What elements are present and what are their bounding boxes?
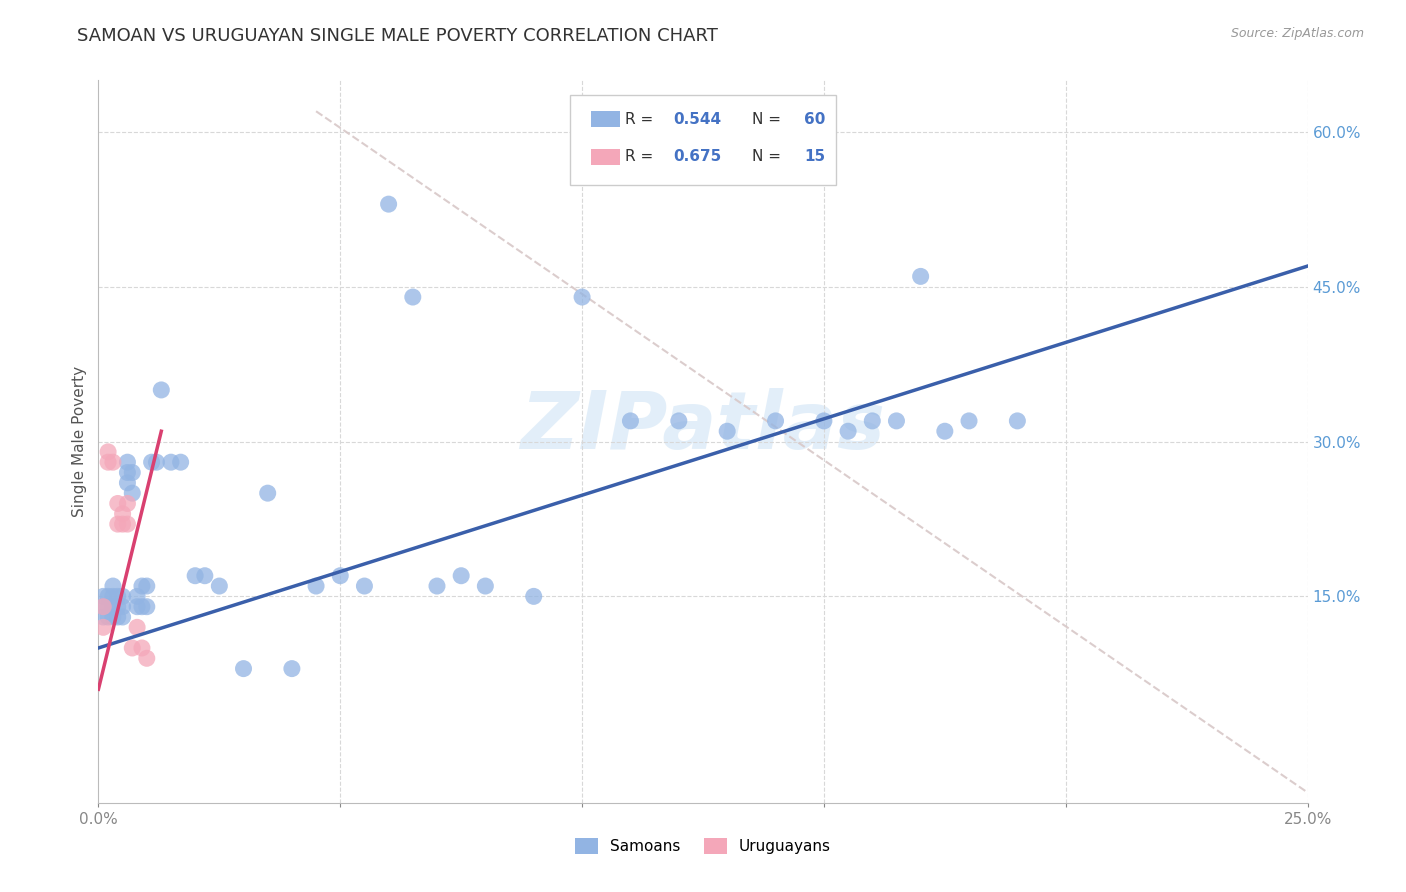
- Point: [619, 414, 641, 428]
- Text: 60: 60: [804, 112, 825, 127]
- Point: [353, 579, 375, 593]
- Point: [101, 590, 124, 604]
- Point: [127, 620, 149, 634]
- Point: [208, 579, 231, 593]
- Point: [111, 507, 134, 521]
- Y-axis label: Single Male Poverty: Single Male Poverty: [72, 366, 87, 517]
- Point: [111, 590, 134, 604]
- Point: [160, 455, 183, 469]
- Point: [107, 610, 129, 624]
- Point: [837, 424, 859, 438]
- Point: [194, 568, 217, 582]
- Text: N =: N =: [752, 112, 786, 127]
- Point: [523, 590, 546, 604]
- Point: [107, 590, 129, 604]
- Point: [121, 640, 143, 655]
- Point: [111, 517, 134, 532]
- Point: [91, 610, 114, 624]
- Text: ZIPatlas: ZIPatlas: [520, 388, 886, 467]
- Point: [716, 424, 738, 438]
- Point: [765, 414, 787, 428]
- Point: [97, 590, 120, 604]
- Point: [934, 424, 956, 438]
- Point: [150, 383, 173, 397]
- Point: [329, 568, 352, 582]
- Point: [101, 579, 124, 593]
- Point: [886, 414, 908, 428]
- Point: [571, 290, 593, 304]
- Text: 0.675: 0.675: [673, 149, 721, 164]
- Point: [305, 579, 328, 593]
- Point: [101, 455, 124, 469]
- Point: [91, 590, 114, 604]
- Point: [135, 579, 157, 593]
- Point: [668, 414, 690, 428]
- Point: [450, 568, 472, 582]
- Text: R =: R =: [626, 149, 658, 164]
- Point: [135, 599, 157, 614]
- Point: [107, 496, 129, 510]
- Bar: [591, 149, 620, 165]
- Point: [121, 486, 143, 500]
- Point: [117, 517, 139, 532]
- Point: [97, 445, 120, 459]
- Point: [813, 414, 835, 428]
- Point: [860, 414, 883, 428]
- Point: [117, 475, 139, 490]
- Legend: Samoans, Uruguayans: Samoans, Uruguayans: [569, 832, 837, 860]
- Point: [910, 269, 932, 284]
- Point: [141, 455, 163, 469]
- Point: [101, 610, 124, 624]
- Point: [131, 640, 153, 655]
- Point: [256, 486, 278, 500]
- Point: [111, 610, 134, 624]
- Point: [169, 455, 191, 469]
- Point: [101, 599, 124, 614]
- Point: [402, 290, 425, 304]
- Point: [107, 599, 129, 614]
- Point: [474, 579, 496, 593]
- Point: [117, 455, 139, 469]
- FancyBboxPatch shape: [569, 95, 837, 185]
- Point: [131, 599, 153, 614]
- Point: [184, 568, 207, 582]
- Point: [111, 599, 134, 614]
- Text: SAMOAN VS URUGUAYAN SINGLE MALE POVERTY CORRELATION CHART: SAMOAN VS URUGUAYAN SINGLE MALE POVERTY …: [77, 27, 718, 45]
- Point: [117, 466, 139, 480]
- Point: [135, 651, 157, 665]
- Point: [91, 599, 114, 614]
- Text: Source: ZipAtlas.com: Source: ZipAtlas.com: [1230, 27, 1364, 40]
- Point: [91, 599, 114, 614]
- Point: [232, 662, 254, 676]
- Point: [91, 620, 114, 634]
- Point: [97, 599, 120, 614]
- Point: [97, 610, 120, 624]
- Point: [377, 197, 399, 211]
- Point: [117, 496, 139, 510]
- Text: 0.544: 0.544: [673, 112, 721, 127]
- Point: [127, 590, 149, 604]
- Point: [97, 455, 120, 469]
- Point: [1007, 414, 1029, 428]
- Point: [957, 414, 980, 428]
- Bar: [591, 112, 620, 128]
- Text: R =: R =: [626, 112, 658, 127]
- Text: 15: 15: [804, 149, 825, 164]
- Text: N =: N =: [752, 149, 786, 164]
- Point: [127, 599, 149, 614]
- Point: [426, 579, 449, 593]
- Point: [121, 466, 143, 480]
- Point: [107, 517, 129, 532]
- Point: [145, 455, 167, 469]
- Point: [281, 662, 304, 676]
- Point: [131, 579, 153, 593]
